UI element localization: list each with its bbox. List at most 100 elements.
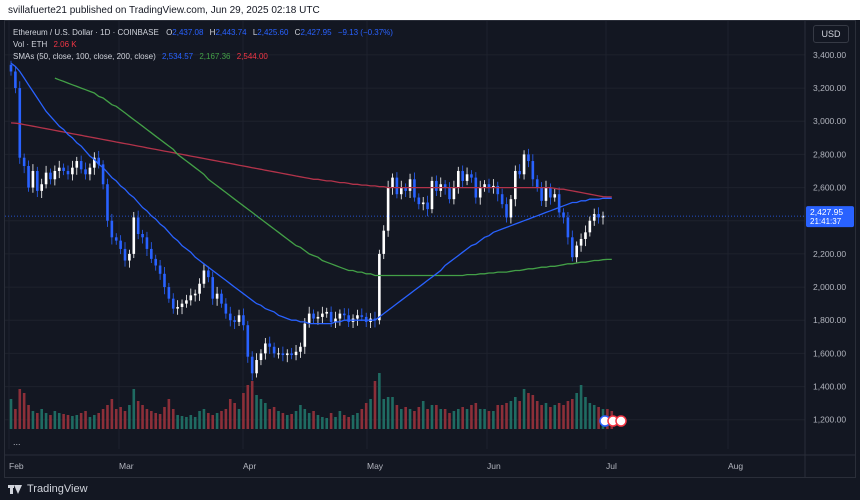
volume-bar [382,399,386,429]
candle-body [527,154,530,162]
candle-body [430,180,434,210]
volume-bar [27,405,30,429]
candle-body [176,306,179,309]
publisher-bar: svillafuerte21 published on TradingView.… [0,0,860,20]
volume-bar [277,411,280,429]
candle-body [237,315,241,322]
candle-body [114,237,118,241]
volume-bar [395,405,399,429]
candle-body [470,174,473,178]
volume-bar [198,411,201,429]
candle-body [307,313,311,324]
volume-bar [14,409,17,429]
candle-body [246,325,250,357]
candle-body [272,346,276,354]
candle-body [592,214,596,221]
y-tick-label: 2,800.00 [813,149,846,159]
volume-bar [334,417,337,429]
candle-body [408,179,412,191]
candle-body [588,220,592,233]
candle-body [75,161,79,168]
volume-bar [417,407,421,429]
sma-label[interactable]: SMAs (50, close, 100, close, 200, close) [13,52,156,61]
volume-bar [224,409,228,429]
tradingview-logo-icon[interactable] [8,484,22,494]
candle-body [404,187,407,191]
volume-bar [31,411,35,429]
y-tick-label: 3,200.00 [813,83,846,93]
candle-body [145,237,149,249]
ohlc-low-label: L [252,28,258,37]
volume-bar [189,415,193,429]
currency-button[interactable]: USD [813,25,849,43]
volume-bar [391,397,394,429]
y-tick-label: 2,000.00 [813,282,846,292]
x-tick-label: Apr [243,461,256,471]
x-tick-label: Feb [9,461,24,471]
candle-body [435,180,438,191]
y-tick-label: 1,800.00 [813,315,846,325]
y-tick-label: 3,000.00 [813,116,846,126]
candle-body [478,187,482,198]
candle-body [549,187,552,198]
price-chart[interactable]: 3,400.00 3,200.00 3,000.00 2,800.00 2,600.00… [5,21,855,477]
volume-bar [84,411,87,429]
volume-bar [62,414,65,429]
candle-body [492,185,495,188]
volume-bar [435,405,438,429]
candle-body [378,253,381,321]
candle-body [312,313,315,319]
volume-bar [356,413,359,429]
volume-bar [79,413,83,429]
ohlc-high-label: H [209,28,216,37]
volume-bar [101,409,105,429]
candle-body [505,204,508,218]
volume-bar [549,407,552,429]
volume-bar [360,409,364,429]
candle-body [303,323,307,347]
ohlc-close-label: C [294,28,301,37]
candle-body [198,283,201,294]
footer-brand[interactable]: TradingView [27,483,88,495]
volume-bar [430,405,434,429]
event-marker [615,415,627,427]
volume-bar [228,399,232,429]
volume-bar [53,411,57,429]
candle-body [189,295,193,301]
candle-body [452,187,456,200]
candle-body [88,167,92,175]
candle-body [386,187,390,231]
chart-frame[interactable]: Ethereum / U.S. Dollar · 1D · COINBASE O… [4,20,856,478]
volume-bar [456,409,460,429]
volume-bar [110,399,114,429]
last-price-value: 2,427.95 [810,207,843,217]
volume-bar [250,381,254,429]
candle-body [347,315,350,322]
candle-body [66,170,70,175]
candle-body [500,194,504,205]
y-tick-label: 3,400.00 [813,50,846,60]
volume-bar [421,401,425,429]
volume-bar [136,401,140,429]
more-options[interactable]: ... [13,437,21,447]
volume-label[interactable]: Vol · ETH [13,40,48,49]
volume-bar [487,411,491,429]
candle-body [562,212,565,218]
candle-body [443,184,447,188]
candle-body [544,187,548,201]
volume-bar [316,415,320,429]
legend-volume-row: Vol · ETH 2.06 K [13,39,393,51]
volume-bar [531,395,535,429]
chart-legend: Ethereum / U.S. Dollar · 1D · COINBASE O… [13,27,393,63]
symbol-title[interactable]: Ethereum / U.S. Dollar · 1D · COINBASE [13,28,159,37]
volume-bar [44,413,48,429]
volume-bar [443,409,447,429]
change-value: −9.13 (−0.37%) [337,28,393,37]
candle-body [391,177,394,188]
volume-bar [492,411,495,429]
y-tick-label: 1,600.00 [813,348,846,358]
candle-body [27,166,30,188]
candle-body [417,197,421,205]
volume-bar [312,411,315,429]
candle-body [154,258,158,266]
